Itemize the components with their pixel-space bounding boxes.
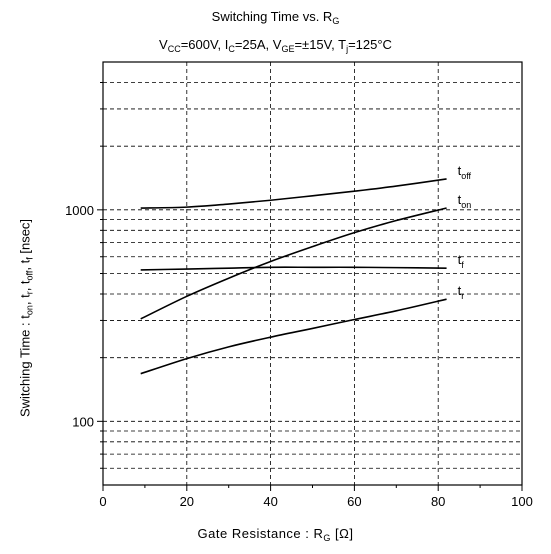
chart-title: Switching Time vs. RG — [211, 9, 340, 26]
series-line-t-off — [140, 178, 447, 209]
x-tick-label: 80 — [431, 494, 445, 509]
series-lines — [140, 178, 447, 375]
x-tick-label: 0 — [99, 494, 106, 509]
series-line-t-on — [140, 207, 447, 320]
series-label-t-r: tr — [458, 283, 465, 301]
x-tick-label: 40 — [263, 494, 277, 509]
series-label-t-on: ton — [458, 192, 472, 210]
y-tick-label: 1000 — [65, 203, 94, 218]
x-tick-label: 20 — [180, 494, 194, 509]
y-axis-label: Switching Time : ton, tr, toff, tf [nsec… — [17, 218, 35, 418]
series-line-t-f — [140, 266, 447, 271]
x-tick-label: 60 — [347, 494, 361, 509]
series-line-t-r — [140, 298, 447, 375]
x-axis-label: Gate Resistance : RG [Ω] — [197, 526, 354, 543]
plot-frame — [102, 61, 523, 486]
tick-labels: 0 20 40 60 80 100 100 1000 — [65, 203, 533, 509]
chart-subtitle: VCC=600V, IC=25A, VGE=±15V, Tj=125°C — [159, 37, 392, 54]
y-tick-label: 100 — [72, 414, 94, 429]
grid-lines — [103, 62, 522, 485]
series-label-t-f: tf — [458, 252, 465, 270]
series-labels: toff ton tf tr — [458, 163, 472, 301]
x-tick-label: 100 — [511, 494, 533, 509]
series-label-t-off: toff — [458, 163, 472, 181]
